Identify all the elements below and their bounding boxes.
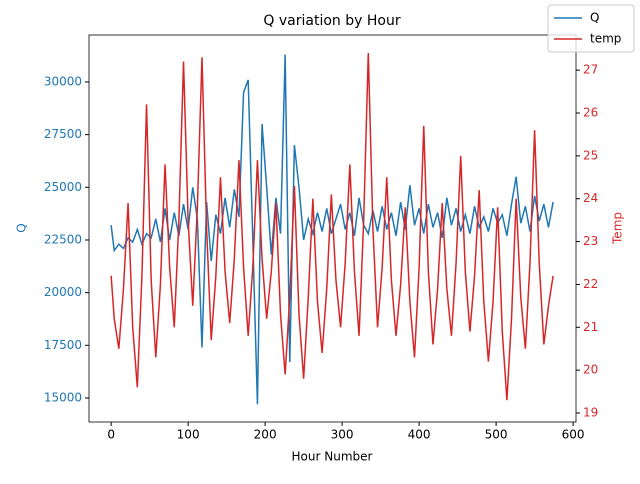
legend-box: [547, 4, 635, 53]
y2-tick-label: 21: [583, 320, 598, 334]
y2-tick-label: 24: [583, 191, 598, 205]
series-line: [110, 54, 554, 405]
y-tick-label: 15000: [44, 390, 82, 404]
y2-tick-label: 20: [583, 363, 598, 377]
y2-tick-label: 22: [583, 277, 598, 291]
y-axis-label: Q: [15, 223, 29, 232]
chart-title: Q variation by Hour: [263, 13, 400, 29]
x-tick-label: 300: [331, 428, 354, 442]
x-axis-label: Hour Number: [292, 450, 373, 464]
y-tick-label: 22500: [44, 232, 82, 246]
y2-tick-label: 23: [583, 234, 598, 248]
y2-tick-label: 19: [583, 406, 598, 420]
x-tick-label: 100: [177, 428, 200, 442]
series-line: [110, 52, 554, 401]
x-tick-label: 500: [485, 428, 508, 442]
x-tick-label: 400: [408, 428, 431, 442]
legend-label: Q: [590, 11, 599, 25]
x-tick-label: 600: [562, 428, 585, 442]
y-tick-label: 30000: [44, 74, 82, 88]
plot-frame: [88, 34, 577, 423]
y-tick-label: 27500: [44, 127, 82, 141]
y-tick-label: 20000: [44, 285, 82, 299]
legend-label: temp: [590, 32, 621, 46]
y2-tick-label: 26: [583, 106, 598, 120]
y2-tick-label: 25: [583, 148, 598, 162]
y2-axis-label: Temp: [611, 212, 625, 245]
y-tick-label: 17500: [44, 338, 82, 352]
y-tick-label: 25000: [44, 180, 82, 194]
y2-tick-label: 27: [583, 63, 598, 77]
x-tick-label: 200: [254, 428, 277, 442]
x-tick-label: 0: [107, 428, 115, 442]
